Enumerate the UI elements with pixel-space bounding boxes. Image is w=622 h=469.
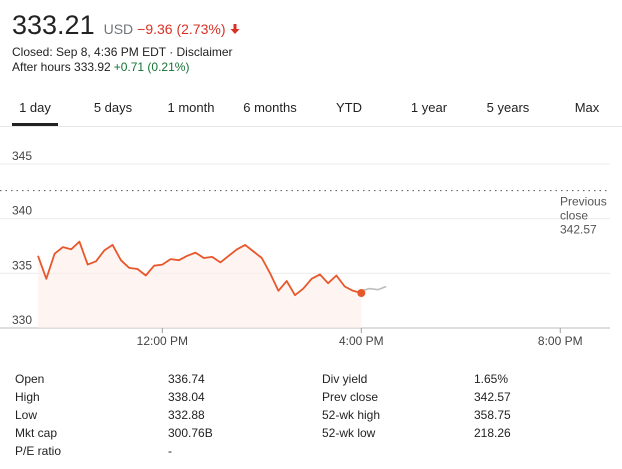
stat-row-high: High 338.04 (15, 390, 315, 406)
after-hours-status: After hours 333.92 +0.71 (0.21%) (12, 60, 189, 74)
stat-row-mkt-cap: Mkt cap 300.76B (15, 426, 315, 442)
tab-6-months[interactable]: 6 months (238, 88, 302, 126)
current-price: 333.21 (12, 10, 95, 40)
tab-5-years[interactable]: 5 years (481, 88, 535, 126)
tab-1-day[interactable]: 1 day (12, 88, 58, 126)
tab-label: 5 days (93, 99, 133, 115)
previous-close-label: 342.57 (560, 223, 597, 237)
stat-label: High (15, 390, 40, 404)
x-tick-label: 4:00 PM (339, 334, 384, 348)
closed-status: Closed: Sep 8, 4:36 PM EDT · Disclaimer (12, 45, 233, 59)
stat-value: 300.76B (168, 426, 213, 440)
close-marker (357, 289, 366, 298)
stat-label: 52-wk high (322, 408, 381, 422)
stat-value: - (168, 444, 172, 458)
stat-row-pe-ratio: P/E ratio - (15, 444, 315, 460)
tab-label: Max (574, 99, 600, 115)
stat-value: 336.74 (168, 372, 205, 386)
tab-max[interactable]: Max (570, 88, 604, 126)
stat-label: Open (15, 372, 45, 386)
quote-header: 333.21 USD −9.36 (2.73%) (12, 10, 241, 44)
price-line (37, 240, 362, 297)
tab-1-month[interactable]: 1 month (163, 88, 219, 126)
y-tick-label: 340 (12, 204, 32, 218)
tab-ytd[interactable]: YTD (330, 88, 368, 126)
x-tick-label: 8:00 PM (538, 334, 583, 348)
after-hours-change: +0.71 (0.21%) (113, 60, 190, 74)
stat-value: 342.57 (474, 390, 511, 404)
after-hours-label: After hours 333.92 (12, 60, 111, 74)
y-tick-label: 330 (12, 313, 32, 327)
previous-close-label: close (560, 209, 588, 223)
tabs-divider (0, 126, 622, 127)
y-tick-label: 345 (12, 149, 32, 163)
stat-value: 332.88 (168, 408, 205, 422)
tab-label: 1 year (410, 99, 448, 115)
stat-value: 218.26 (474, 426, 511, 440)
y-tick-label: 335 (12, 258, 32, 272)
stat-row-prev-close: Prev close 342.57 (322, 390, 612, 406)
stat-label: P/E ratio (15, 444, 62, 458)
stat-row-low: Low 332.88 (15, 408, 315, 424)
stat-label: Prev close (322, 390, 379, 404)
tab-1-year[interactable]: 1 year (405, 88, 453, 126)
stat-label: Mkt cap (15, 426, 58, 440)
stat-row-52-wk-low: 52-wk low 218.26 (322, 426, 612, 442)
tab-label: YTD (336, 99, 362, 115)
stat-row-div-yield: Div yield 1.65% (322, 372, 612, 388)
x-tick-label: 12:00 PM (137, 334, 188, 348)
tab-label: 1 month (167, 99, 215, 115)
price-area-fill (38, 241, 362, 328)
tab-label: 6 months (243, 99, 297, 115)
currency-label: USD (103, 21, 134, 37)
stat-label: Low (15, 408, 38, 422)
stat-value: 358.75 (474, 408, 511, 422)
arrow-down-icon (229, 22, 241, 40)
active-tab-indicator (12, 123, 58, 126)
tab-label: 5 years (486, 99, 530, 115)
stat-value: 1.65% (474, 372, 509, 386)
previous-close-label: Previous (560, 195, 607, 209)
tab-5-days[interactable]: 5 days (88, 88, 138, 126)
tab-label: 1 day (19, 99, 51, 115)
stat-row-52-wk-high: 52-wk high 358.75 (322, 408, 612, 424)
stat-row-open: Open 336.74 (15, 372, 315, 388)
after-hours-line (361, 285, 387, 292)
price-change: −9.36 (2.73%) (137, 21, 226, 37)
range-tabs: 1 day 5 days 1 month 6 months YTD 1 year… (0, 88, 622, 126)
stat-label: Div yield (322, 372, 368, 386)
stat-value: 338.04 (168, 390, 205, 404)
stat-label: 52-wk low (322, 426, 376, 440)
